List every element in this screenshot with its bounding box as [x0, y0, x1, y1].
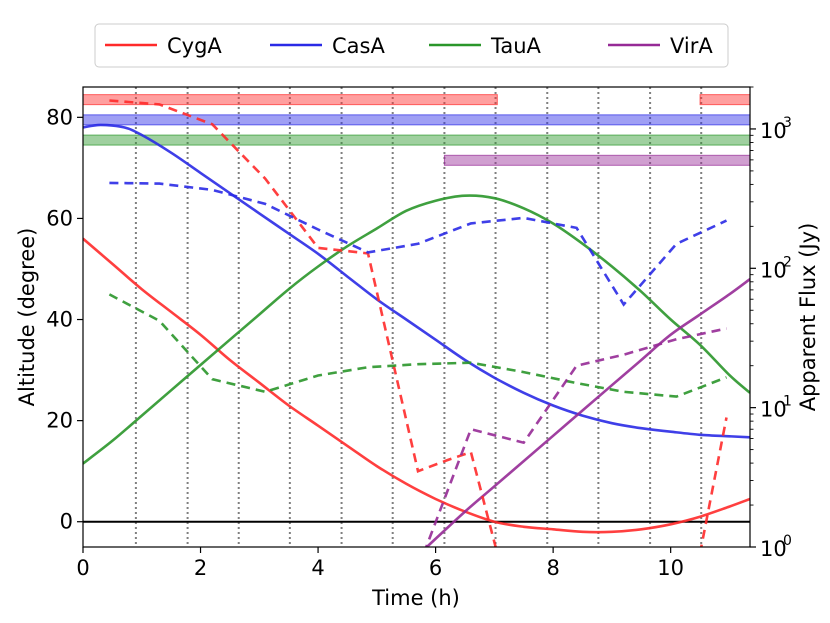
y-tick-label-80: 80 — [46, 105, 73, 129]
legend-label-vira: VirA — [670, 34, 713, 58]
x-axis-label: Time (h) — [371, 586, 460, 610]
y-axis-ticks: 0 20 40 60 80 — [46, 105, 83, 534]
x-tick-label-8: 8 — [546, 556, 559, 580]
altitude-line-vira — [425, 278, 750, 547]
observability-bar-casa-1 — [83, 114, 750, 126]
plot-frame — [82, 86, 751, 548]
y2-tick-exponent-10: 1 — [783, 394, 792, 410]
y2-tick-label-100: 10 — [760, 258, 787, 282]
y-tick-label-20: 20 — [46, 409, 73, 433]
observability-bar-cyga-2 — [699, 94, 750, 106]
flux-line-cyga-late — [699, 417, 728, 547]
x-tick-label-4: 4 — [311, 556, 324, 580]
x-tick-label-10: 10 — [657, 556, 684, 580]
legend-frame — [94, 23, 729, 68]
y2-tick-exponent-1: 0 — [783, 533, 792, 549]
legend: CygA CasA TauA VirA — [94, 23, 729, 68]
y2-tick-exponent-1000: 3 — [783, 115, 792, 131]
flux-line-casa — [109, 181, 728, 307]
observability-bar-taua-1 — [83, 134, 750, 146]
y2-tick-label-10: 10 — [760, 398, 787, 422]
altitude-lines — [83, 123, 750, 547]
legend-label-cyga: CygA — [167, 34, 222, 58]
y-tick-label-0: 0 — [60, 510, 73, 534]
observability-bar-vira-1 — [443, 154, 750, 166]
observability-bars — [83, 94, 750, 166]
y2-tick-label-1000: 10 — [760, 119, 787, 143]
y2-axis-label: Apparent Flux (Jy) — [796, 223, 820, 412]
x-tick-label-0: 0 — [76, 556, 89, 580]
flux-line-taua — [108, 293, 727, 398]
x-tick-label-2: 2 — [194, 556, 207, 580]
x-tick-label-6: 6 — [429, 556, 442, 580]
y-tick-label-60: 60 — [46, 206, 73, 230]
y2-tick-exponent-100: 2 — [783, 254, 792, 270]
legend-label-casa: CasA — [332, 34, 385, 58]
observability-bar-cyga-1 — [83, 94, 498, 106]
y-tick-label-40: 40 — [46, 308, 73, 332]
y2-tick-label-1: 10 — [760, 537, 787, 561]
altitude-line-taua — [83, 194, 750, 465]
y-axis-label: Altitude (degree) — [15, 228, 39, 407]
altitude-line-cyga — [83, 237, 750, 534]
altitude-line-casa — [83, 123, 750, 439]
x-axis-ticks: 0 2 4 6 8 10 — [76, 547, 684, 580]
flux-line-cyga — [109, 99, 497, 547]
legend-label-taua: TauA — [490, 34, 542, 58]
flux-lines — [108, 99, 728, 547]
